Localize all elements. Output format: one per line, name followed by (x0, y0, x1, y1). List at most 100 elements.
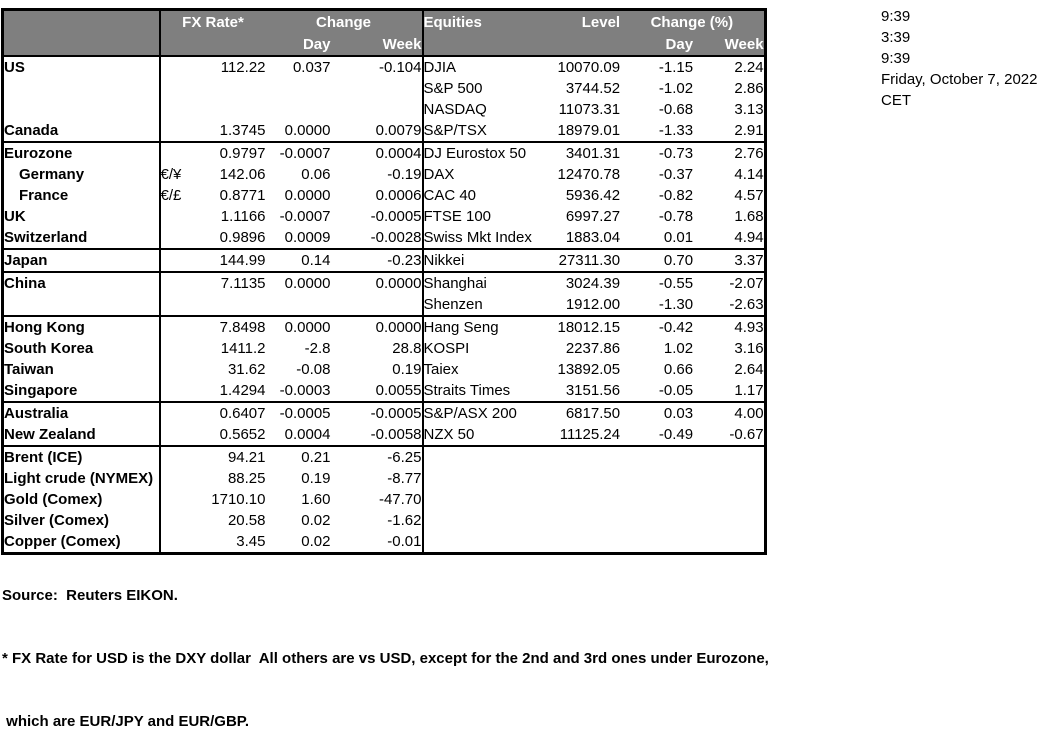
fx-rate-cell: 1710.10 (211, 491, 266, 508)
fx-label-cell: Japan (2, 249, 160, 273)
equity-level-cell: 6997.27 (565, 208, 621, 225)
equity-day-change-cell: -1.30 (620, 294, 694, 317)
header-change: Change (265, 9, 423, 33)
equity-day-change-cell: -0.55 (658, 275, 694, 292)
header-empty-cell (2, 33, 160, 57)
fx-pair-cell (158, 510, 190, 531)
equity-week-change-cell: 4.14 (734, 166, 764, 183)
equity-name-cell: Shenzen (421, 294, 558, 317)
fx-rate-cell: 7.8498 (219, 319, 266, 336)
fx-label-cell: France (19, 187, 69, 204)
time-1: 9:39 (881, 8, 911, 25)
table-row: Silver (Comex) 20.58 0.02 -1.62 (3, 510, 766, 531)
equity-name-cell: KOSPI (421, 338, 558, 359)
table-row: Copper (Comex) 3.45 0.02 -0.01 (3, 531, 766, 554)
fx-week-change-cell: 0.0000 (375, 319, 422, 336)
fx-day-change-cell: 0.06 (301, 166, 331, 183)
equity-level-cell: 10070.09 (557, 59, 621, 76)
fx-week-change-cell: 0.0000 (375, 275, 422, 292)
equity-day-change-cell: 0.03 (663, 405, 694, 422)
fx-label-cell (2, 294, 160, 317)
equity-level-cell: 3744.52 (565, 80, 621, 97)
fx-label-cell (3, 99, 160, 120)
table-row: Germany €/¥ 142.06 0.06 -0.19 DAX 12470.… (3, 164, 766, 185)
fx-label-cell: Singapore (2, 380, 160, 403)
equity-day-change-cell: -1.15 (658, 59, 694, 76)
equity-day-change-cell: -1.33 (620, 120, 694, 143)
fx-day-change-cell: 0.21 (301, 449, 331, 466)
fx-day-change-cell (266, 99, 331, 120)
fx-pair-cell (158, 424, 190, 447)
equity-week-change-cell: 2.24 (734, 59, 764, 76)
fx-week-change-cell (330, 294, 423, 317)
fx-rate-cell: 1.4294 (189, 380, 266, 403)
equity-day-change-cell: -0.68 (658, 101, 694, 118)
table-row: Australia 0.6407 -0.0005 -0.0005 S&P/ASX… (3, 402, 766, 424)
header-equities: Equities (421, 9, 558, 33)
table-row: France €/£ 0.8771 0.0000 0.0006 CAC 40 5… (3, 185, 766, 206)
equity-name-cell: DJ Eurostox 50 (421, 142, 558, 164)
fx-pair-cell (158, 338, 190, 359)
fx-rate-cell: 0.9797 (219, 145, 266, 162)
header-level: Level (557, 9, 621, 33)
equity-week-change-cell: 1.17 (693, 380, 766, 403)
fx-rate-cell: 31.62 (227, 361, 266, 378)
fx-day-change-cell (266, 78, 331, 99)
fx-week-change-cell: -6.25 (387, 449, 422, 466)
equity-day-change-cell: -0.05 (620, 380, 694, 403)
equity-name-cell: Swiss Mkt Index (421, 227, 558, 250)
fx-day-change-cell: 0.0000 (265, 120, 331, 143)
equity-level-cell: 6817.50 (565, 405, 621, 422)
fx-week-change-cell: -0.0005 (370, 208, 422, 225)
table-row: S&P 500 3744.52 -1.02 2.86 (3, 78, 766, 99)
fx-pair-cell (158, 316, 190, 338)
table-row: Canada 1.3745 0.0000 0.0079 S&P/TSX 1897… (2, 120, 766, 143)
equity-level-cell: 3024.39 (565, 275, 621, 292)
fx-label-cell: Silver (Comex) (4, 512, 110, 529)
fx-footnote-line2: which are EUR/JPY and EUR/GBP. (2, 713, 250, 730)
fx-rate-cell (190, 99, 266, 120)
fx-pair-cell (158, 468, 190, 489)
equity-name-cell (421, 531, 558, 554)
fx-label-cell: UK (4, 208, 26, 225)
fx-day-change-cell: 0.0009 (265, 227, 331, 250)
equity-name-cell: S&P/ASX 200 (421, 402, 558, 424)
equity-day-change-cell (620, 468, 693, 489)
fx-rate-cell: 144.99 (189, 249, 266, 273)
fx-week-change-cell: 28.8 (392, 340, 422, 357)
equity-name-cell: NZX 50 (421, 424, 558, 447)
header-fx-rate: FX Rate* (158, 9, 266, 33)
equity-name-cell (421, 468, 558, 489)
header-fx-week: Week (330, 33, 423, 57)
table-header: FX Rate* Change Equities Level Change (%… (2, 9, 766, 57)
header-empty-cell (2, 9, 160, 33)
equity-name-cell (421, 446, 558, 468)
equity-name-cell: Straits Times (421, 380, 558, 403)
equity-day-change-cell: -0.37 (658, 166, 694, 183)
equity-day-change-cell (620, 510, 693, 531)
fx-rate-cell: 94.21 (227, 449, 266, 466)
fx-rate-cell: 112.22 (220, 59, 266, 76)
fx-label-cell: Australia (4, 405, 69, 422)
fx-day-change-cell: -0.0007 (279, 145, 331, 162)
equity-week-change-cell (693, 468, 765, 489)
fx-day-change-cell: -0.0005 (279, 405, 331, 422)
header-row-1: FX Rate* Change Equities Level Change (%… (2, 9, 766, 33)
equity-level-cell: 18979.01 (557, 120, 621, 143)
fx-week-change-cell: -0.23 (330, 249, 423, 273)
equity-day-change-cell: -0.78 (658, 208, 694, 225)
table-row: Eurozone 0.9797 -0.0007 0.0004 DJ Eurost… (3, 142, 766, 164)
equity-level-cell: 18012.15 (557, 319, 621, 336)
fx-rate-cell: 0.8771 (219, 187, 266, 204)
fx-rate-cell: 1.1166 (220, 208, 266, 225)
fx-rate-cell (189, 294, 266, 317)
table-body: US 112.22 0.037 -0.104 DJIA 10070.09 -1.… (2, 56, 766, 554)
equity-level-cell: 5936.42 (565, 187, 621, 204)
equity-level-cell: 3151.56 (557, 380, 621, 403)
time-2: 3:39 (881, 29, 911, 46)
fx-rate-cell: 142.06 (219, 166, 266, 183)
header-fx-day: Day (265, 33, 331, 57)
equity-day-change-cell: 1.02 (663, 340, 694, 357)
fx-rate-cell: 0.5652 (189, 424, 266, 447)
equity-week-change-cell: 2.86 (734, 80, 764, 97)
